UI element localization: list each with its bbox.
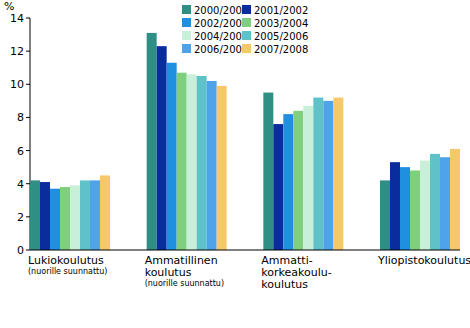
bar	[80, 180, 90, 250]
x-tick-label-line: Yliopistokoulutus	[377, 254, 470, 267]
bar	[263, 93, 273, 250]
bar	[50, 189, 60, 250]
bar	[420, 161, 430, 250]
legend: 2000/2001 2001/2002 2002/2003 2003/2004 2004…	[182, 5, 308, 55]
bar	[167, 63, 177, 250]
x-axis	[30, 250, 460, 251]
y-tick-label: 12	[10, 45, 24, 58]
x-tick-label: Lukiokoulutus(nuorille suunnattu)	[28, 254, 107, 276]
bar	[30, 180, 40, 250]
y-tick	[26, 117, 30, 118]
legend-label: 2006/2007	[194, 44, 248, 55]
y-tick-label: 0	[17, 244, 24, 257]
bar	[217, 86, 227, 250]
legend-swatch	[242, 44, 251, 53]
bar	[60, 187, 70, 250]
bar	[157, 46, 167, 250]
bar	[40, 182, 50, 250]
legend-label: 2000/2001	[194, 5, 248, 16]
legend-label: 2007/2008	[254, 44, 308, 55]
bar	[430, 154, 440, 250]
bar	[70, 185, 80, 250]
bar	[313, 98, 323, 250]
y-tick-label: 6	[17, 145, 24, 158]
bar	[207, 81, 217, 250]
y-tick	[26, 183, 30, 184]
y-tick	[26, 150, 30, 151]
legend-label: 2004/2005	[194, 31, 248, 42]
legend-swatch	[182, 44, 191, 53]
y-tick-label: 10	[10, 78, 24, 91]
x-tick-label: Ammatti-korkeakoulu-koulutus	[261, 254, 331, 291]
bars	[30, 33, 460, 250]
bar	[283, 114, 293, 250]
bar	[333, 98, 343, 250]
legend-label: 2002/2003	[194, 18, 248, 29]
bar	[390, 162, 400, 250]
y-tick	[26, 84, 30, 85]
legend-swatch	[182, 5, 191, 14]
bar	[440, 157, 450, 250]
x-tick-label: Ammatillinenkoulutus(nuorille suunnattu)	[145, 254, 224, 288]
bar	[90, 180, 100, 250]
y-tick	[26, 18, 30, 19]
bar	[273, 124, 283, 250]
legend-label: 2005/2006	[254, 31, 308, 42]
chart: %02468101214Lukiokoulutus(nuorille suunn…	[0, 0, 470, 328]
bar	[177, 73, 187, 250]
bar	[303, 106, 313, 250]
legend-swatch	[242, 5, 251, 14]
x-tick-label-line: (nuorille suunnattu)	[28, 267, 107, 276]
bar	[400, 167, 410, 250]
bar	[380, 180, 390, 250]
x-tick-label: Yliopistokoulutus	[377, 254, 470, 267]
y-tick-label: 14	[10, 12, 24, 25]
y-tick-label: 8	[17, 111, 24, 124]
y-tick	[26, 51, 30, 52]
x-tick-label-line: koulutus	[261, 278, 308, 291]
legend-swatch	[182, 18, 191, 27]
bar	[410, 170, 420, 250]
x-tick-label-line: koulutus	[145, 266, 192, 279]
bar	[323, 101, 333, 250]
legend-swatch	[242, 31, 251, 40]
bar	[147, 33, 157, 250]
x-tick-label-line: Lukiokoulutus	[28, 254, 104, 267]
bar	[450, 149, 460, 250]
y-tick	[26, 250, 30, 251]
x-tick-label-line: (nuorille suunnattu)	[145, 279, 224, 288]
bar	[293, 111, 303, 250]
legend-label: 2001/2002	[254, 5, 308, 16]
legend-swatch	[242, 18, 251, 27]
bar	[187, 74, 197, 250]
y-tick-label: 2	[17, 211, 24, 224]
y-tick-label: 4	[17, 178, 24, 191]
bar	[100, 175, 110, 250]
legend-label: 2003/2004	[254, 18, 308, 29]
legend-swatch	[182, 31, 191, 40]
y-tick	[26, 216, 30, 217]
bar	[197, 76, 207, 250]
